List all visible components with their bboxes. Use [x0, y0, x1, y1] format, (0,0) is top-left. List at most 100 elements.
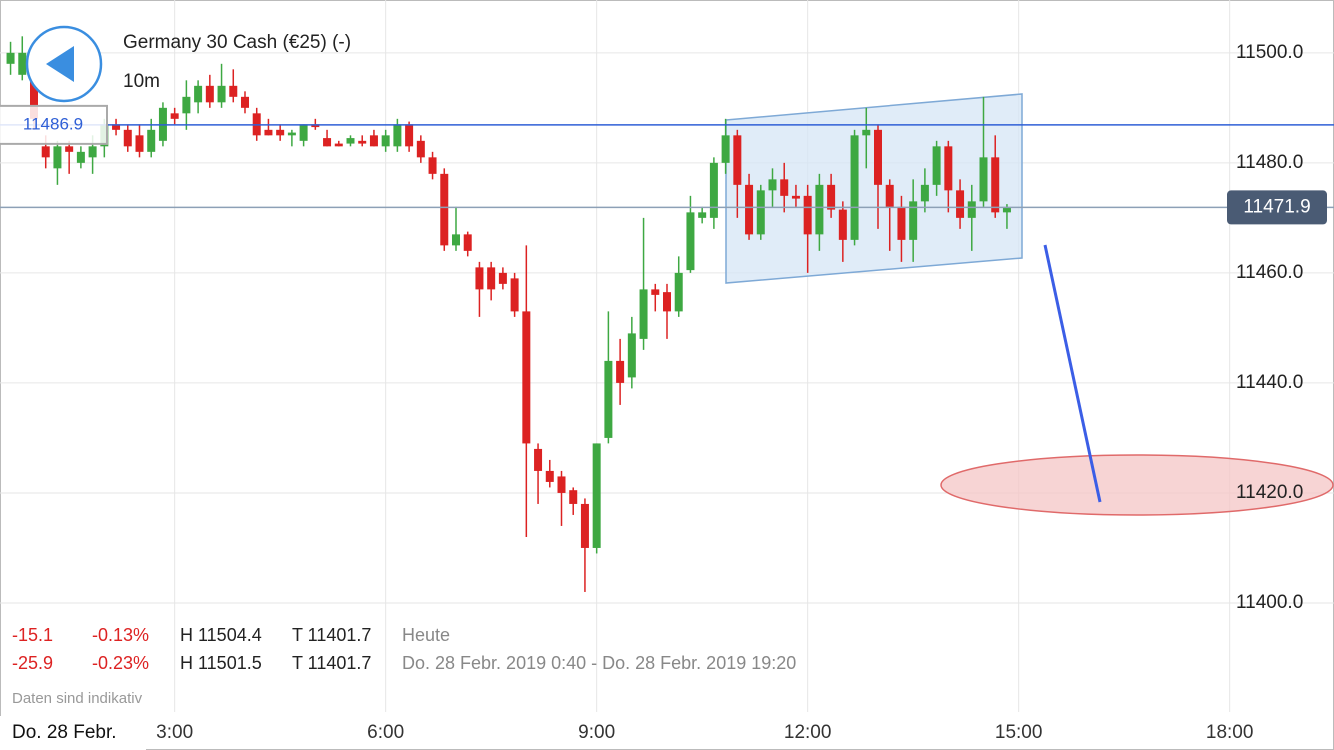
candle-body	[534, 448, 543, 471]
candle-body	[944, 146, 953, 191]
candle-body	[991, 157, 1000, 213]
x-tick-label: 18:00	[1206, 722, 1254, 743]
candle-body	[381, 135, 390, 147]
candle-body	[745, 184, 754, 235]
candle-body	[791, 195, 800, 199]
candle-body	[229, 85, 238, 97]
chart-title: Germany 30 Cash (€25) (-)	[123, 32, 351, 53]
note: Daten sind indikativ	[12, 690, 143, 707]
candle-body	[909, 201, 918, 240]
candle-body	[885, 184, 894, 207]
candle-body	[979, 157, 988, 202]
candle-body	[88, 146, 97, 158]
x-tick-label: 9:00	[578, 722, 615, 743]
candle-body	[557, 476, 566, 493]
target-ellipse	[940, 454, 1334, 516]
candle-body	[756, 190, 765, 235]
candle-body	[440, 173, 449, 246]
candle-body	[170, 113, 179, 119]
stat-text: Do. 28 Febr. 2019 0:40 - Do. 28 Febr. 20…	[402, 653, 796, 673]
price-label: 11471.9	[1243, 196, 1310, 217]
candle-body	[29, 69, 38, 119]
y-tick-label: 11460.0	[1236, 262, 1303, 283]
candle-body	[6, 52, 15, 64]
stat-text: -25.9	[12, 653, 53, 673]
candle-body	[874, 129, 883, 185]
candle-body	[698, 212, 707, 218]
candle-body	[287, 132, 296, 136]
candle-body	[264, 129, 273, 136]
candle-body	[897, 206, 906, 240]
candle-body	[182, 96, 191, 114]
candle-body	[721, 135, 730, 163]
stat-text: -0.23%	[92, 653, 149, 673]
x-tick-label: 6:00	[367, 722, 404, 743]
arrow-drawing	[1043, 244, 1102, 503]
candle-body	[276, 129, 285, 136]
candle-body	[733, 135, 742, 185]
candle-body	[663, 292, 671, 312]
candle-body	[616, 360, 625, 383]
price-label: 11486.9	[23, 114, 83, 133]
stat-text: H 11504.4	[180, 625, 262, 645]
candle-body	[932, 146, 941, 185]
candle-body	[299, 124, 308, 141]
date-box	[0, 716, 146, 750]
candle-body	[311, 124, 320, 128]
candle-body	[217, 85, 226, 103]
y-tick-label: 11480.0	[1236, 152, 1303, 173]
price-label-box	[0, 104, 108, 145]
x-tick-label: 3:00	[156, 722, 193, 743]
candle-body	[850, 135, 859, 240]
candle-body	[323, 138, 332, 147]
candle-body	[522, 311, 531, 444]
candle-body	[686, 212, 695, 271]
candle-body	[53, 146, 62, 169]
candle-body	[65, 146, 74, 152]
candle-body	[920, 184, 929, 202]
y-tick-label: 11420.0	[1236, 482, 1303, 503]
y-tick-label: 11400.0	[1236, 592, 1303, 613]
candle-body	[428, 157, 437, 174]
candle-body	[369, 135, 378, 147]
candle-body	[627, 333, 636, 378]
stat-text: T 11401.7	[292, 625, 371, 645]
candle-body	[451, 234, 460, 246]
candle-body	[862, 129, 871, 136]
candle-body	[405, 124, 414, 147]
candle-body	[240, 96, 249, 108]
candle-body	[827, 184, 836, 210]
date-label: Do. 28 Febr.	[12, 722, 117, 743]
price-label-box	[1227, 190, 1327, 225]
candle-body	[674, 272, 683, 312]
candle-body	[569, 490, 578, 504]
stat-text: H 11501.5	[180, 653, 262, 673]
candle-body	[41, 146, 50, 158]
back-button[interactable]	[25, 25, 103, 103]
candle-body	[967, 201, 976, 218]
candle-body	[334, 143, 343, 147]
candle-body	[639, 289, 648, 339]
candle-body	[510, 278, 519, 312]
x-tick-label: 12:00	[784, 722, 832, 743]
back-arrow[interactable]	[46, 46, 74, 82]
candle-body	[346, 138, 355, 144]
candle-body	[768, 179, 777, 191]
candle-body	[76, 151, 85, 163]
candle-body	[123, 129, 132, 147]
candle-body	[709, 162, 718, 218]
candle-body	[393, 124, 402, 147]
candle-body	[463, 234, 472, 251]
candle-body	[592, 443, 601, 548]
interval-label: 10m	[123, 71, 160, 92]
y-tick-label: 11500.0	[1236, 42, 1303, 63]
candle-body	[838, 209, 847, 240]
candle-body	[194, 85, 203, 103]
stat-text: -15.1	[12, 625, 53, 645]
candle-body	[487, 267, 496, 290]
candle-body	[147, 129, 156, 152]
candle-body	[604, 360, 613, 438]
candle-body	[18, 52, 27, 75]
